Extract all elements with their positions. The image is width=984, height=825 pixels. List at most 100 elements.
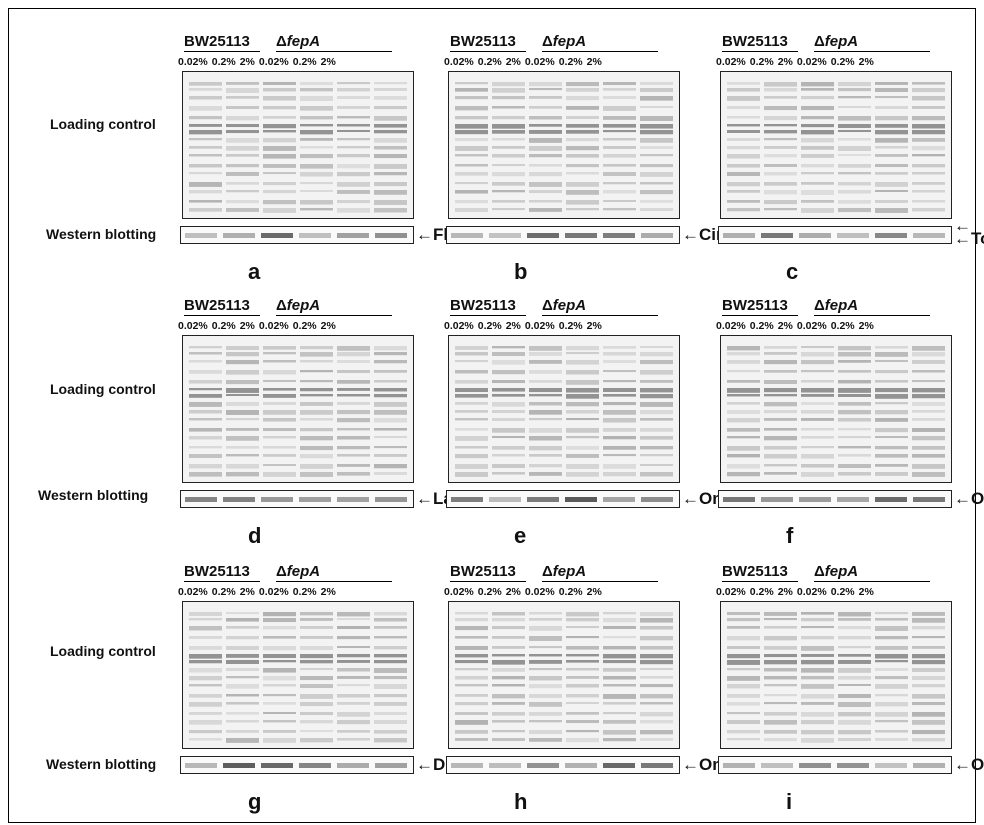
gel-band (455, 360, 488, 363)
blot-band (527, 497, 559, 502)
gel-band (640, 428, 673, 432)
gel-band (189, 130, 222, 135)
gel-band (529, 436, 562, 441)
gel-band (566, 394, 599, 399)
gel-band (838, 172, 871, 175)
gel-band (374, 106, 407, 110)
gel-band (263, 124, 296, 129)
gel-band (374, 388, 407, 392)
gel-band (801, 200, 834, 203)
gel-band (875, 402, 908, 405)
gel-band (764, 130, 797, 134)
blot-band (799, 763, 831, 768)
gel-band (875, 380, 908, 383)
gel-band (337, 654, 370, 658)
gel-band (912, 360, 945, 364)
gel-band (566, 138, 599, 142)
gel-band (801, 694, 834, 699)
gel-band (529, 472, 562, 476)
gel-band (566, 106, 599, 110)
gel-band (801, 646, 834, 651)
gel-band (727, 360, 760, 364)
gel-band (875, 182, 908, 187)
gel-band (603, 738, 636, 742)
gel-band (529, 738, 562, 742)
gel-band (640, 130, 673, 135)
gel-band (263, 612, 296, 617)
gel-band (455, 668, 488, 671)
gel-band (337, 418, 370, 423)
gel-band (801, 618, 834, 622)
gel-band (300, 702, 333, 707)
gel-band (300, 612, 333, 616)
gel-band (640, 370, 673, 375)
gel-band (603, 116, 636, 120)
gel-band (337, 668, 370, 672)
gel-band (764, 138, 797, 141)
gel-band (455, 164, 488, 167)
gel-band (912, 200, 945, 203)
blot-band (223, 233, 255, 238)
gel-band (337, 636, 370, 640)
gel-band (189, 190, 222, 194)
gel-band (226, 146, 259, 151)
gel-band (566, 676, 599, 679)
blot-band (375, 763, 407, 768)
gel-band (529, 164, 562, 167)
gel-band (764, 446, 797, 450)
gel-band (337, 124, 370, 127)
gel-band (566, 190, 599, 195)
gel-band (566, 402, 599, 407)
protein-label: ←OmpT (954, 489, 984, 508)
gel-band (875, 702, 908, 707)
panel-f: BW25113 ΔfepA 0.02%0.2%2%0.02%0.2%2% ←Om… (716, 297, 984, 557)
gel-band (337, 388, 370, 391)
gel-band (727, 370, 760, 373)
gel-band (640, 712, 673, 717)
blot-band (451, 497, 483, 502)
gel-band (529, 612, 562, 615)
gel-band (727, 388, 760, 393)
blot-band (565, 763, 597, 768)
gel-band (263, 82, 296, 85)
gel-band (640, 612, 673, 617)
gel-band (226, 154, 259, 157)
gel-band (226, 446, 259, 449)
gel-band (727, 124, 760, 127)
blot-band (913, 763, 945, 768)
gel-band (226, 182, 259, 185)
gel-band (640, 668, 673, 671)
gel-band (226, 200, 259, 204)
gel-band (263, 738, 296, 743)
blot-band (875, 497, 907, 502)
gel-band (640, 618, 673, 623)
row-label-loading-control-2: Loading control (50, 381, 156, 397)
gel-band (875, 410, 908, 415)
gel-band (912, 418, 945, 421)
gel-band (801, 124, 834, 128)
gel-band (764, 654, 797, 658)
gel-band (455, 82, 488, 85)
gel-band (640, 208, 673, 211)
gel-band (838, 618, 871, 621)
strain-label-wildtype: BW25113 (184, 563, 260, 582)
panel-letter: i (786, 789, 793, 814)
blot-band (489, 233, 521, 238)
gel-band (263, 352, 296, 355)
gel-band (492, 172, 525, 177)
gel-band (263, 346, 296, 350)
gel-band (455, 702, 488, 706)
blot-band (451, 233, 483, 238)
gel-band (263, 402, 296, 405)
gel-band (727, 730, 760, 734)
gel-band (875, 130, 908, 135)
gel-band (801, 96, 834, 100)
blot-band (489, 763, 521, 768)
gel-band (801, 676, 834, 680)
gel-band (492, 82, 525, 87)
gel-band (764, 612, 797, 616)
gel-band (226, 418, 259, 421)
gel-band (727, 116, 760, 119)
gel-band (640, 394, 673, 399)
gel-band (337, 702, 370, 705)
